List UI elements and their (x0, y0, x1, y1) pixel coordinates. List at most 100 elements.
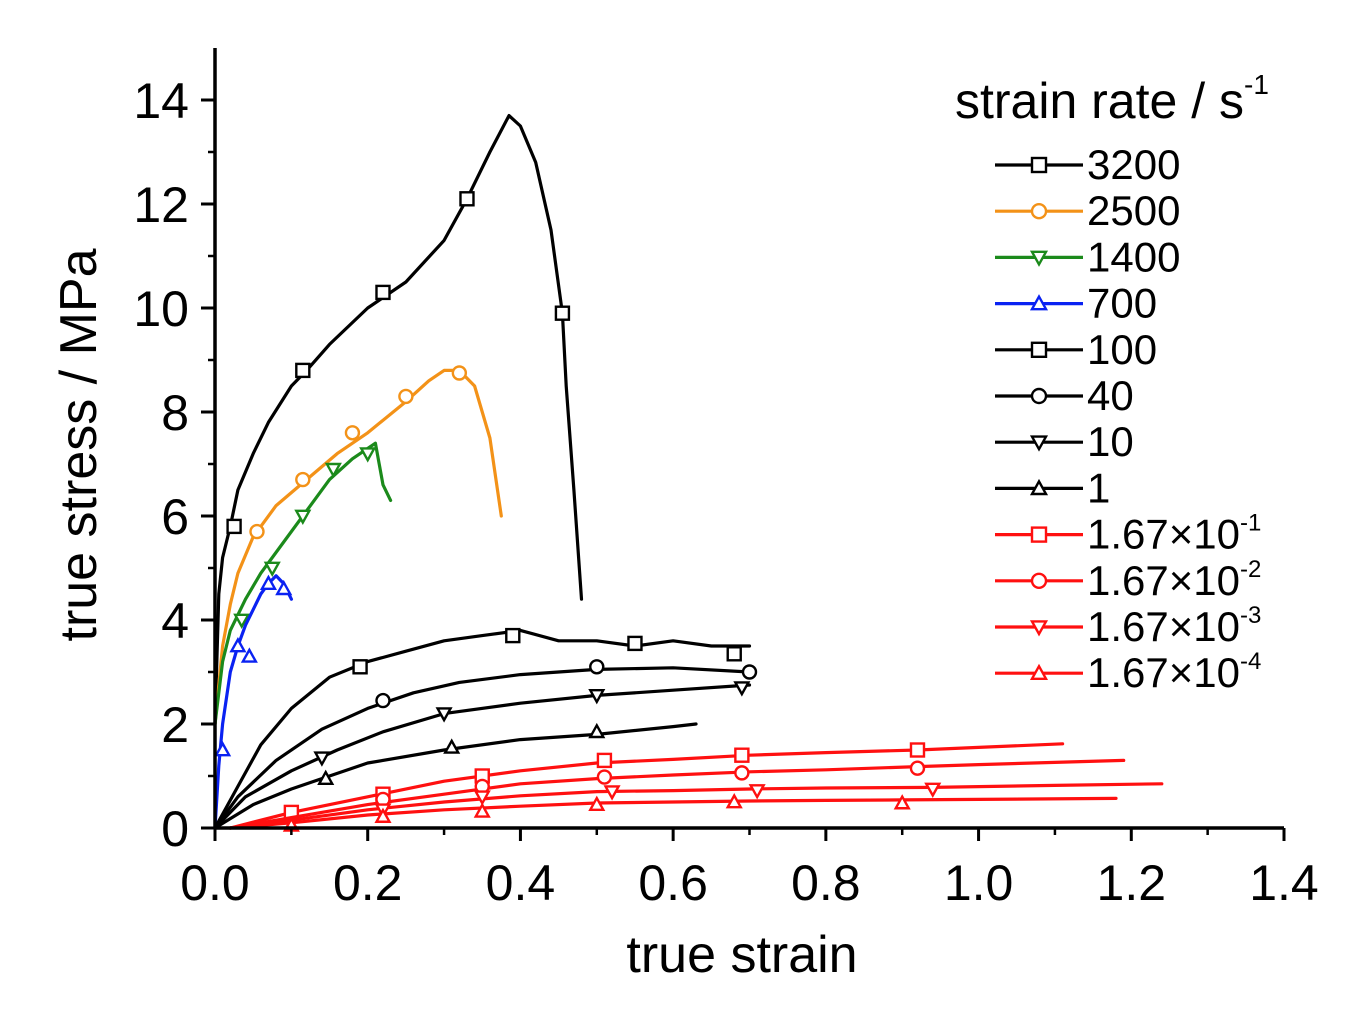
data-point-3-2 (240, 647, 258, 663)
series-9 (228, 758, 1126, 830)
legend-entry-1: 2500 (995, 187, 1180, 234)
data-point-6-3 (733, 681, 751, 697)
legend-label-text-6: 10 (1087, 418, 1134, 465)
x-tick-label-7: 1.4 (1249, 855, 1319, 911)
data-point-3-4 (275, 579, 293, 596)
series-3 (213, 574, 293, 830)
legend-entry-0: 3200 (995, 141, 1180, 188)
legend-entry-4: 100 (995, 326, 1157, 373)
data-point-6-0 (313, 751, 331, 767)
y-tick-label-5: 10 (133, 281, 189, 337)
x-tick-label-2: 0.4 (486, 855, 556, 911)
legend-label-text-4: 100 (1087, 326, 1157, 373)
legend-label-text-10: 1.67×10 (1087, 603, 1240, 650)
data-point-10-1 (473, 790, 491, 806)
data-point-3-0 (214, 741, 232, 757)
y-tick-label-6: 12 (133, 177, 189, 233)
legend-entry-6: 10 (995, 418, 1134, 465)
data-point-8-4 (734, 747, 750, 763)
data-point-0-0 (226, 518, 242, 535)
legend-label-text-3: 700 (1087, 280, 1157, 327)
y-tick-label-1: 2 (161, 697, 189, 753)
legend-label-text-0: 3200 (1087, 141, 1180, 188)
legend-marker-11 (1029, 663, 1049, 680)
x-tick-label-6: 1.2 (1097, 855, 1167, 911)
series-line-5 (213, 666, 752, 830)
legend-marker-9 (1030, 572, 1048, 589)
legend-marker-4 (1030, 341, 1048, 358)
legend-label-11: 1.67×10-4 (1087, 648, 1261, 696)
data-point-9-2 (596, 769, 613, 785)
legend-label-3: 700 (1087, 280, 1157, 327)
legend-entry-3: 700 (995, 280, 1157, 327)
plot-area (213, 114, 1164, 832)
x-tick-label-0: 0.0 (180, 855, 250, 911)
legend-label-6: 10 (1087, 418, 1134, 465)
legend-entry-8: 1.67×10-1 (995, 510, 1261, 558)
legend-marker-1 (1030, 202, 1048, 220)
data-point-8-3 (596, 752, 613, 769)
data-point-5-2 (741, 664, 758, 680)
data-point-0-2 (375, 284, 391, 301)
series-line-3 (213, 574, 293, 830)
legend-label-text-8: 1.67×10 (1087, 511, 1240, 558)
legend-label-10: 1.67×10-3 (1087, 602, 1261, 650)
x-tick-label-4: 0.8 (791, 855, 861, 911)
series-1 (213, 365, 503, 726)
data-point-7-0 (317, 769, 335, 785)
x-tick-label-5: 1.0 (944, 855, 1014, 911)
legend-entry-7: 1 (995, 464, 1110, 511)
series-line-2 (213, 441, 393, 726)
data-point-11-3 (588, 795, 606, 811)
data-point-10-4 (924, 782, 942, 798)
data-point-11-4 (725, 793, 743, 809)
legend-entry-10: 1.67×10-3 (995, 602, 1261, 650)
series-line-8 (228, 742, 1065, 830)
y-tick-label-0: 0 (161, 801, 189, 857)
legend-marker-3 (1029, 294, 1049, 311)
x-tick-label-1: 0.2 (333, 855, 403, 911)
data-point-1-1 (295, 471, 311, 488)
legend-label-sup-10: -3 (1240, 602, 1261, 629)
series-11 (228, 793, 1118, 832)
data-point-4-3 (726, 646, 742, 662)
data-point-6-1 (435, 707, 453, 723)
legend-label-sup-9: -2 (1240, 556, 1261, 583)
legend-label-text-5: 40 (1087, 372, 1134, 419)
legend-label-text-2: 1400 (1087, 233, 1180, 280)
data-point-3-1 (229, 637, 247, 653)
data-point-11-2 (473, 802, 491, 818)
series-6 (213, 681, 752, 830)
data-point-5-1 (589, 659, 605, 675)
legend-label-sup-11: -4 (1240, 648, 1261, 675)
series-2 (213, 441, 393, 726)
legend: strain rate / s-1 3200250014007001004010… (955, 69, 1269, 696)
series-line-0 (213, 114, 584, 726)
data-point-5-0 (375, 692, 391, 709)
legend-title: strain rate / s-1 (955, 69, 1269, 129)
legend-label-text-11: 1.67×10 (1087, 649, 1240, 696)
legend-entry-9: 1.67×10-2 (995, 556, 1261, 604)
data-point-11-1 (374, 807, 392, 823)
legend-label-text-1: 2500 (1087, 187, 1180, 234)
data-point-1-3 (398, 388, 414, 405)
legend-entry-2: 1400 (995, 233, 1180, 280)
series-7 (213, 722, 698, 830)
data-point-7-1 (443, 738, 461, 754)
data-point-2-0 (233, 613, 251, 629)
series-line-6 (213, 683, 752, 830)
y-tick-label-3: 6 (161, 489, 189, 545)
legend-label-text-9: 1.67×10 (1087, 557, 1240, 604)
data-point-2-4 (359, 447, 377, 463)
data-point-11-5 (893, 794, 911, 810)
data-point-1-2 (344, 425, 361, 441)
legend-label-text-7: 1 (1087, 464, 1110, 511)
legend-marker-5 (1030, 387, 1048, 405)
legend-label-8: 1.67×10-1 (1087, 510, 1261, 558)
legend-title-text: strain rate / s (955, 73, 1244, 129)
legend-marker-2 (1029, 250, 1049, 267)
data-point-0-4 (554, 305, 571, 321)
data-point-10-2 (603, 785, 621, 801)
data-point-2-1 (263, 561, 281, 577)
data-point-0-3 (459, 191, 475, 207)
